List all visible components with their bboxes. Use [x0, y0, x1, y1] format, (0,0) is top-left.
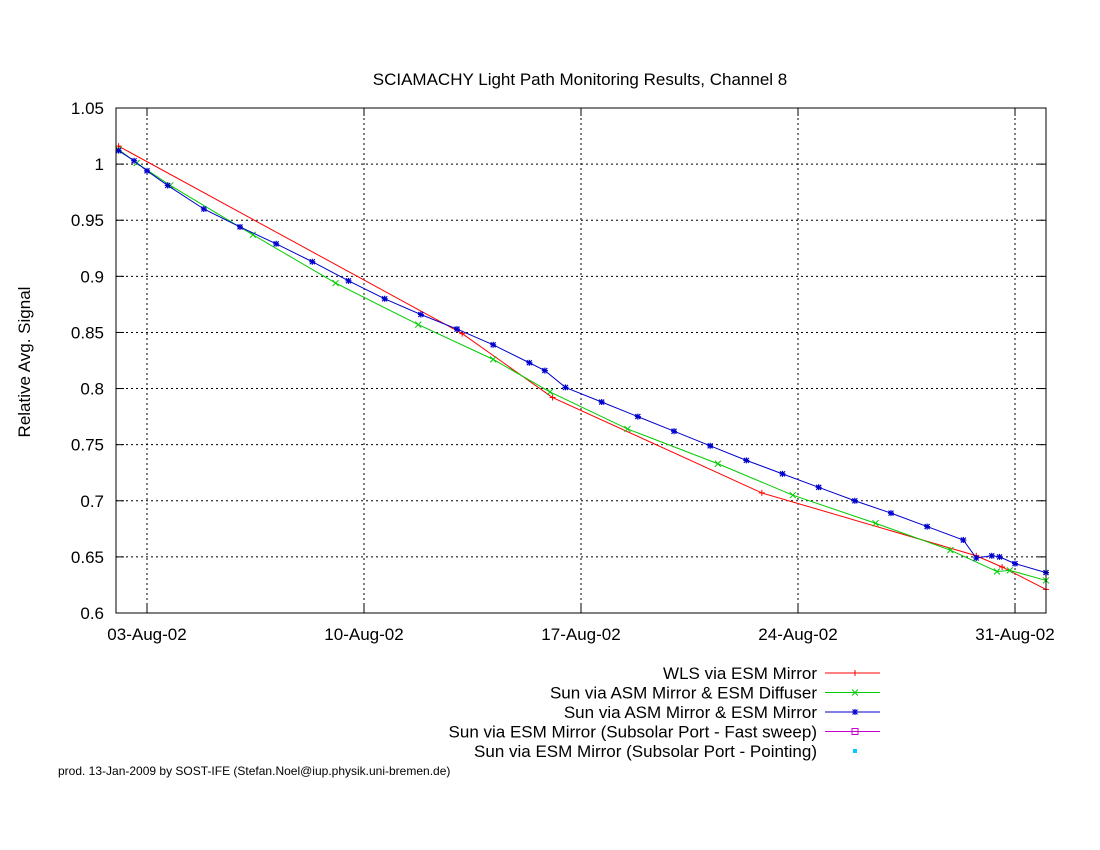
data-point — [332, 279, 339, 287]
y-tick-label: 0.6 — [80, 604, 104, 623]
legend-label: Sun via ASM Mirror & ESM Diffuser — [550, 684, 817, 703]
x-tick-label: 24-Aug-02 — [758, 625, 837, 644]
data-point — [988, 552, 995, 559]
data-point — [714, 460, 722, 468]
legend-label: Sun via ASM Mirror & ESM Mirror — [564, 703, 817, 722]
data-point — [789, 491, 797, 499]
data-point — [490, 341, 497, 348]
data-point — [309, 258, 316, 265]
data-point — [164, 182, 171, 189]
y-tick-label: 0.9 — [80, 267, 104, 286]
legend-label: Sun via ESM Mirror (Subsolar Port - Fast… — [449, 723, 817, 742]
data-point — [707, 442, 714, 449]
data-point — [634, 413, 641, 420]
chart-title: SCIAMACHY Light Path Monitoring Results,… — [373, 70, 788, 89]
y-tick-label: 1.05 — [71, 99, 104, 118]
data-point — [417, 311, 424, 318]
y-ticks: 0.6 0.65 0.7 0.75 0.8 0.85 0.9 0.95 1 1.05 — [71, 99, 1046, 623]
data-point — [489, 356, 497, 363]
legend-marker — [853, 749, 857, 753]
data-point — [851, 497, 858, 504]
data-point — [144, 167, 150, 174]
series-line — [118, 150, 1047, 574]
data-point — [758, 489, 765, 496]
data-point — [993, 568, 1001, 575]
data-point — [345, 277, 352, 284]
grid-lines — [116, 108, 1046, 613]
data-point — [924, 523, 931, 530]
data-point — [598, 399, 605, 406]
data-point — [249, 231, 257, 239]
data-point — [200, 206, 207, 212]
data-point — [562, 384, 569, 391]
series-line — [118, 145, 1047, 590]
data-point — [237, 223, 243, 230]
series-3 — [115, 147, 1049, 576]
x-tick-label: 03-Aug-02 — [107, 625, 186, 644]
legend-marker — [852, 670, 858, 676]
data-point — [872, 519, 879, 527]
y-tick-label: 0.7 — [80, 492, 104, 511]
series-group — [115, 143, 1050, 593]
legend-marker — [851, 689, 859, 696]
legend-label: WLS via ESM Mirror — [663, 664, 817, 683]
data-point — [131, 157, 138, 164]
data-point — [1006, 567, 1014, 574]
series-2 — [115, 146, 1050, 584]
y-axis-label: Relative Avg. Signal — [15, 287, 34, 438]
legend-marker — [852, 709, 858, 715]
data-point — [960, 537, 967, 544]
data-point — [526, 359, 533, 366]
data-point — [541, 367, 548, 374]
x-tick-label: 31-Aug-02 — [975, 625, 1054, 644]
legend-marker — [851, 728, 859, 735]
data-point — [888, 510, 894, 517]
data-point — [624, 425, 631, 433]
data-point — [115, 147, 122, 154]
data-point — [999, 563, 1006, 570]
y-tick-label: 0.85 — [71, 323, 104, 342]
legend-label: Sun via ESM Mirror (Subsolar Port - Poin… — [474, 742, 817, 761]
y-tick-label: 0.95 — [71, 211, 104, 230]
y-tick-label: 0.65 — [71, 548, 104, 567]
data-point — [996, 553, 1003, 560]
data-point — [546, 388, 554, 396]
x-tick-label: 17-Aug-02 — [541, 625, 620, 644]
data-point — [1012, 560, 1018, 567]
data-point — [273, 240, 280, 247]
data-point — [549, 394, 556, 401]
data-point — [414, 321, 422, 328]
data-point — [815, 484, 822, 491]
data-point — [381, 295, 388, 302]
footer-credit: prod. 13-Jan-2009 by SOST-IFE (Stefan.No… — [58, 764, 451, 778]
x-tick-label: 10-Aug-02 — [324, 625, 403, 644]
y-tick-label: 0.75 — [71, 436, 104, 455]
data-point — [671, 428, 677, 435]
data-point — [973, 555, 980, 562]
x-ticks: 03-Aug-02 10-Aug-02 17-Aug-02 24-Aug-02 31-A… — [107, 108, 1055, 644]
series-line — [118, 149, 1047, 581]
y-tick-label: 1 — [95, 155, 104, 174]
data-point — [947, 546, 954, 554]
data-point — [779, 470, 786, 477]
data-point — [743, 457, 750, 464]
y-tick-label: 0.8 — [80, 380, 104, 399]
series-1 — [115, 143, 1049, 593]
data-point — [454, 326, 460, 333]
